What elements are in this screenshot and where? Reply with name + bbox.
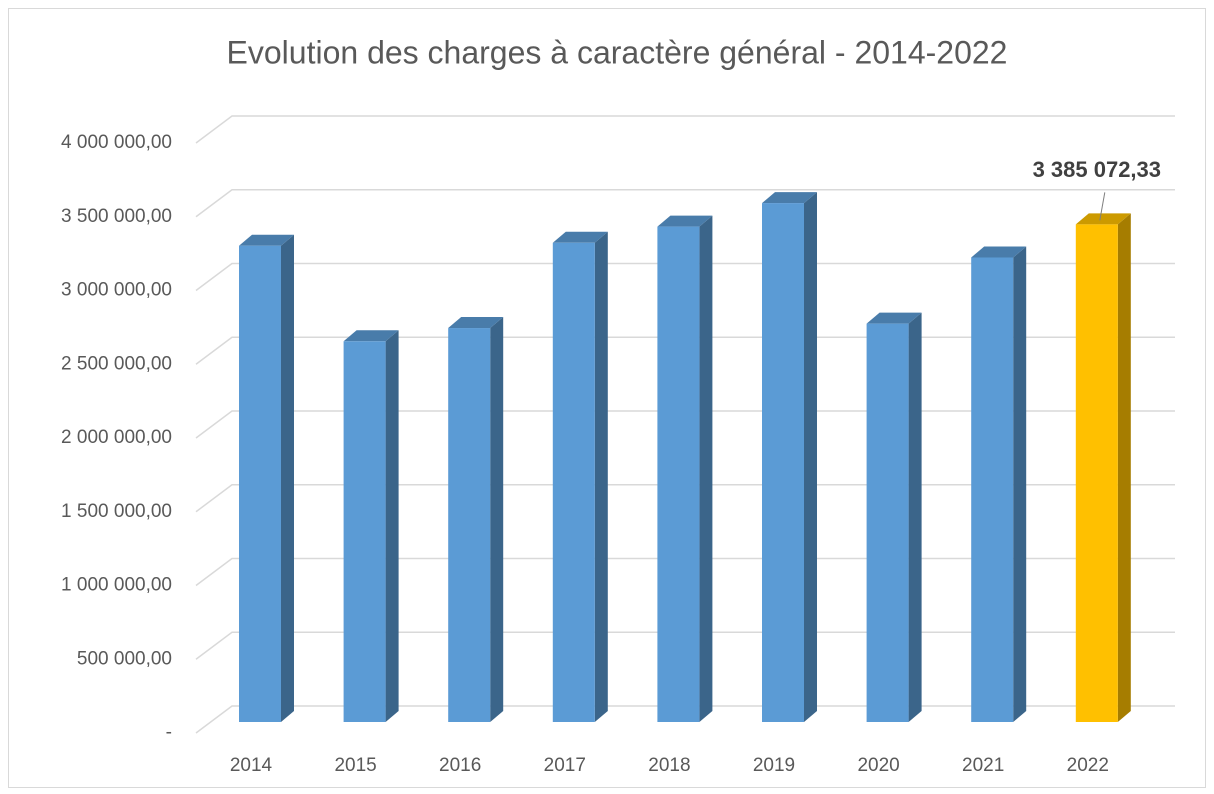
bar-side	[699, 215, 713, 723]
y-tick-label: 2 000 000,00	[61, 427, 172, 448]
chart-title: Evolution des charges à caractère généra…	[227, 34, 1008, 70]
bar-top	[343, 330, 399, 342]
bar-top	[762, 192, 817, 204]
y-tick-label: 3 000 000,00	[61, 280, 172, 301]
bar-side	[908, 312, 922, 722]
grid-line	[195, 336, 1175, 365]
bar-side	[804, 192, 817, 723]
bar	[1075, 224, 1118, 723]
bar-side	[1117, 213, 1131, 723]
y-tick-label: 4 000 000,00	[61, 132, 172, 153]
bar	[657, 226, 700, 723]
x-tick-label: 2017	[544, 755, 586, 776]
bar	[448, 328, 491, 722]
bar-top	[239, 234, 294, 246]
bar	[552, 242, 595, 722]
y-tick-label: 2 500 000,00	[61, 353, 172, 374]
x-tick-label: 2014	[230, 755, 273, 776]
x-tick-label: 2016	[439, 755, 481, 776]
bar-side	[281, 234, 294, 722]
bar-top	[971, 246, 1027, 258]
bar-top	[657, 215, 713, 227]
y-tick-label: 1 500 000,00	[61, 501, 172, 522]
bar-top	[448, 317, 504, 329]
grid-line	[195, 557, 1175, 587]
bar-top	[552, 231, 608, 243]
data-label: 3 385 072,33	[1033, 157, 1161, 182]
y-tick-label: -	[166, 722, 172, 743]
grid-line	[195, 189, 1175, 218]
y-tick-label: 3 500 000,00	[61, 206, 172, 227]
bar-side	[385, 330, 399, 722]
bar-side	[490, 317, 504, 722]
bar	[762, 203, 804, 723]
bar	[971, 257, 1014, 722]
grid-line	[195, 705, 1175, 734]
x-tick-label: 2021	[962, 755, 1004, 776]
bar	[866, 323, 909, 722]
x-tick-label: 2019	[753, 755, 795, 776]
bar	[239, 245, 281, 722]
x-tick-label: 2022	[1067, 755, 1109, 776]
grid-line	[195, 484, 1175, 513]
grid-line	[195, 410, 1175, 439]
grid-line	[195, 631, 1175, 660]
x-tick-label: 2018	[648, 755, 690, 776]
x-tick-label: 2015	[334, 755, 376, 776]
grid-line	[195, 262, 1175, 292]
grid-line	[195, 115, 1175, 144]
bar-top	[1075, 213, 1131, 225]
leader-line	[1099, 192, 1106, 221]
x-tick-label: 2020	[857, 755, 899, 776]
bar-side	[1013, 246, 1027, 723]
bar	[343, 341, 386, 722]
bar-top	[866, 312, 922, 324]
y-tick-label: 500 000,00	[77, 648, 172, 669]
y-tick-label: 1 000 000,00	[61, 575, 172, 596]
bar-side	[594, 231, 608, 722]
